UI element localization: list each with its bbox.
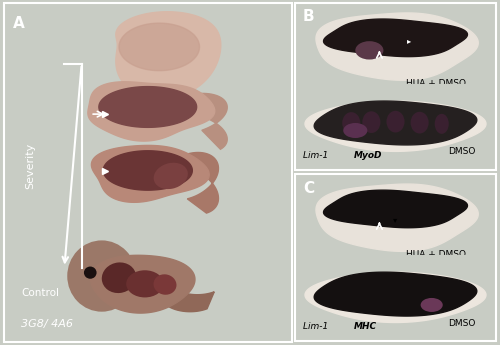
Text: HUA + DMSO: HUA + DMSO	[406, 250, 466, 259]
Text: 3G8/ 4A6: 3G8/ 4A6	[21, 318, 73, 328]
Ellipse shape	[84, 267, 96, 279]
Text: MyoD: MyoD	[354, 151, 382, 160]
Text: C: C	[303, 180, 314, 196]
Polygon shape	[92, 145, 209, 202]
Text: MHC: MHC	[354, 322, 377, 331]
Ellipse shape	[343, 123, 367, 138]
Text: HUA + DMSO: HUA + DMSO	[406, 79, 466, 88]
Polygon shape	[316, 184, 478, 252]
Ellipse shape	[154, 274, 176, 295]
Polygon shape	[314, 101, 477, 145]
Ellipse shape	[342, 112, 360, 134]
Polygon shape	[324, 19, 468, 57]
Ellipse shape	[434, 114, 449, 134]
Polygon shape	[116, 12, 221, 99]
Polygon shape	[305, 101, 486, 151]
Polygon shape	[163, 152, 218, 213]
Polygon shape	[103, 151, 192, 190]
Text: DMSO: DMSO	[448, 147, 475, 156]
Text: ▾: ▾	[394, 215, 398, 224]
Ellipse shape	[126, 270, 164, 297]
Polygon shape	[314, 272, 477, 316]
Polygon shape	[90, 255, 195, 313]
Polygon shape	[305, 272, 486, 323]
Ellipse shape	[362, 111, 380, 133]
Polygon shape	[316, 13, 478, 80]
Polygon shape	[99, 87, 196, 127]
Ellipse shape	[102, 263, 136, 293]
Ellipse shape	[154, 163, 188, 189]
Polygon shape	[324, 190, 468, 228]
Polygon shape	[119, 23, 200, 71]
Polygon shape	[154, 93, 227, 149]
Text: Lim-1: Lim-1	[303, 151, 331, 160]
Ellipse shape	[420, 298, 442, 312]
Text: A: A	[12, 16, 24, 31]
Text: DMSO: DMSO	[448, 318, 475, 327]
Text: ▸: ▸	[408, 36, 412, 45]
Text: Lim-1: Lim-1	[303, 322, 331, 331]
Text: B: B	[303, 9, 314, 24]
Ellipse shape	[410, 112, 428, 134]
Polygon shape	[162, 279, 214, 312]
Ellipse shape	[67, 240, 136, 312]
Polygon shape	[88, 82, 214, 141]
Text: Control: Control	[21, 288, 59, 298]
Ellipse shape	[386, 111, 404, 132]
Ellipse shape	[356, 41, 384, 60]
Text: Severity: Severity	[25, 142, 35, 189]
